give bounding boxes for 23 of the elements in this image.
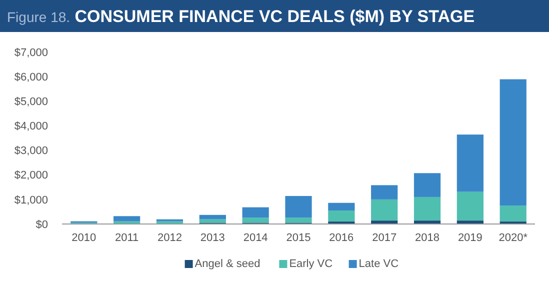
x-tick-label: 2011 xyxy=(114,232,139,244)
x-tick-label: 2020* xyxy=(498,232,528,244)
y-tick-label: $5,000 xyxy=(14,96,48,108)
y-tick-label: $6,000 xyxy=(14,71,48,84)
y-tick-label: $0 xyxy=(36,218,48,231)
x-tick-label: 2015 xyxy=(286,232,311,244)
x-tick-label: 2012 xyxy=(157,232,182,244)
x-tick-label: 2010 xyxy=(72,232,96,244)
y-tick-label: $1,000 xyxy=(14,194,48,206)
chart-title: Figure 18. CONSUMER FINANCE VC DEALS ($M) BY STAGE xyxy=(7,7,475,26)
x-tick-label: 2014 xyxy=(243,232,268,244)
x-tick-label: 2016 xyxy=(329,232,354,244)
x-tick-label: 2019 xyxy=(458,232,482,244)
y-tick-label: $4,000 xyxy=(14,120,48,133)
legend-label: Angel & seed xyxy=(194,258,260,270)
x-tick-label: 2017 xyxy=(372,232,397,244)
y-tick-label: $7,000 xyxy=(14,46,48,59)
legend-label: Late VC xyxy=(358,258,399,270)
y-tick-label: $3,000 xyxy=(14,145,48,158)
y-tick-label: $2,000 xyxy=(14,170,48,182)
x-tick-label: 2018 xyxy=(415,232,440,244)
legend-label: Early VC xyxy=(289,258,333,270)
x-tick-label: 2013 xyxy=(200,232,225,244)
